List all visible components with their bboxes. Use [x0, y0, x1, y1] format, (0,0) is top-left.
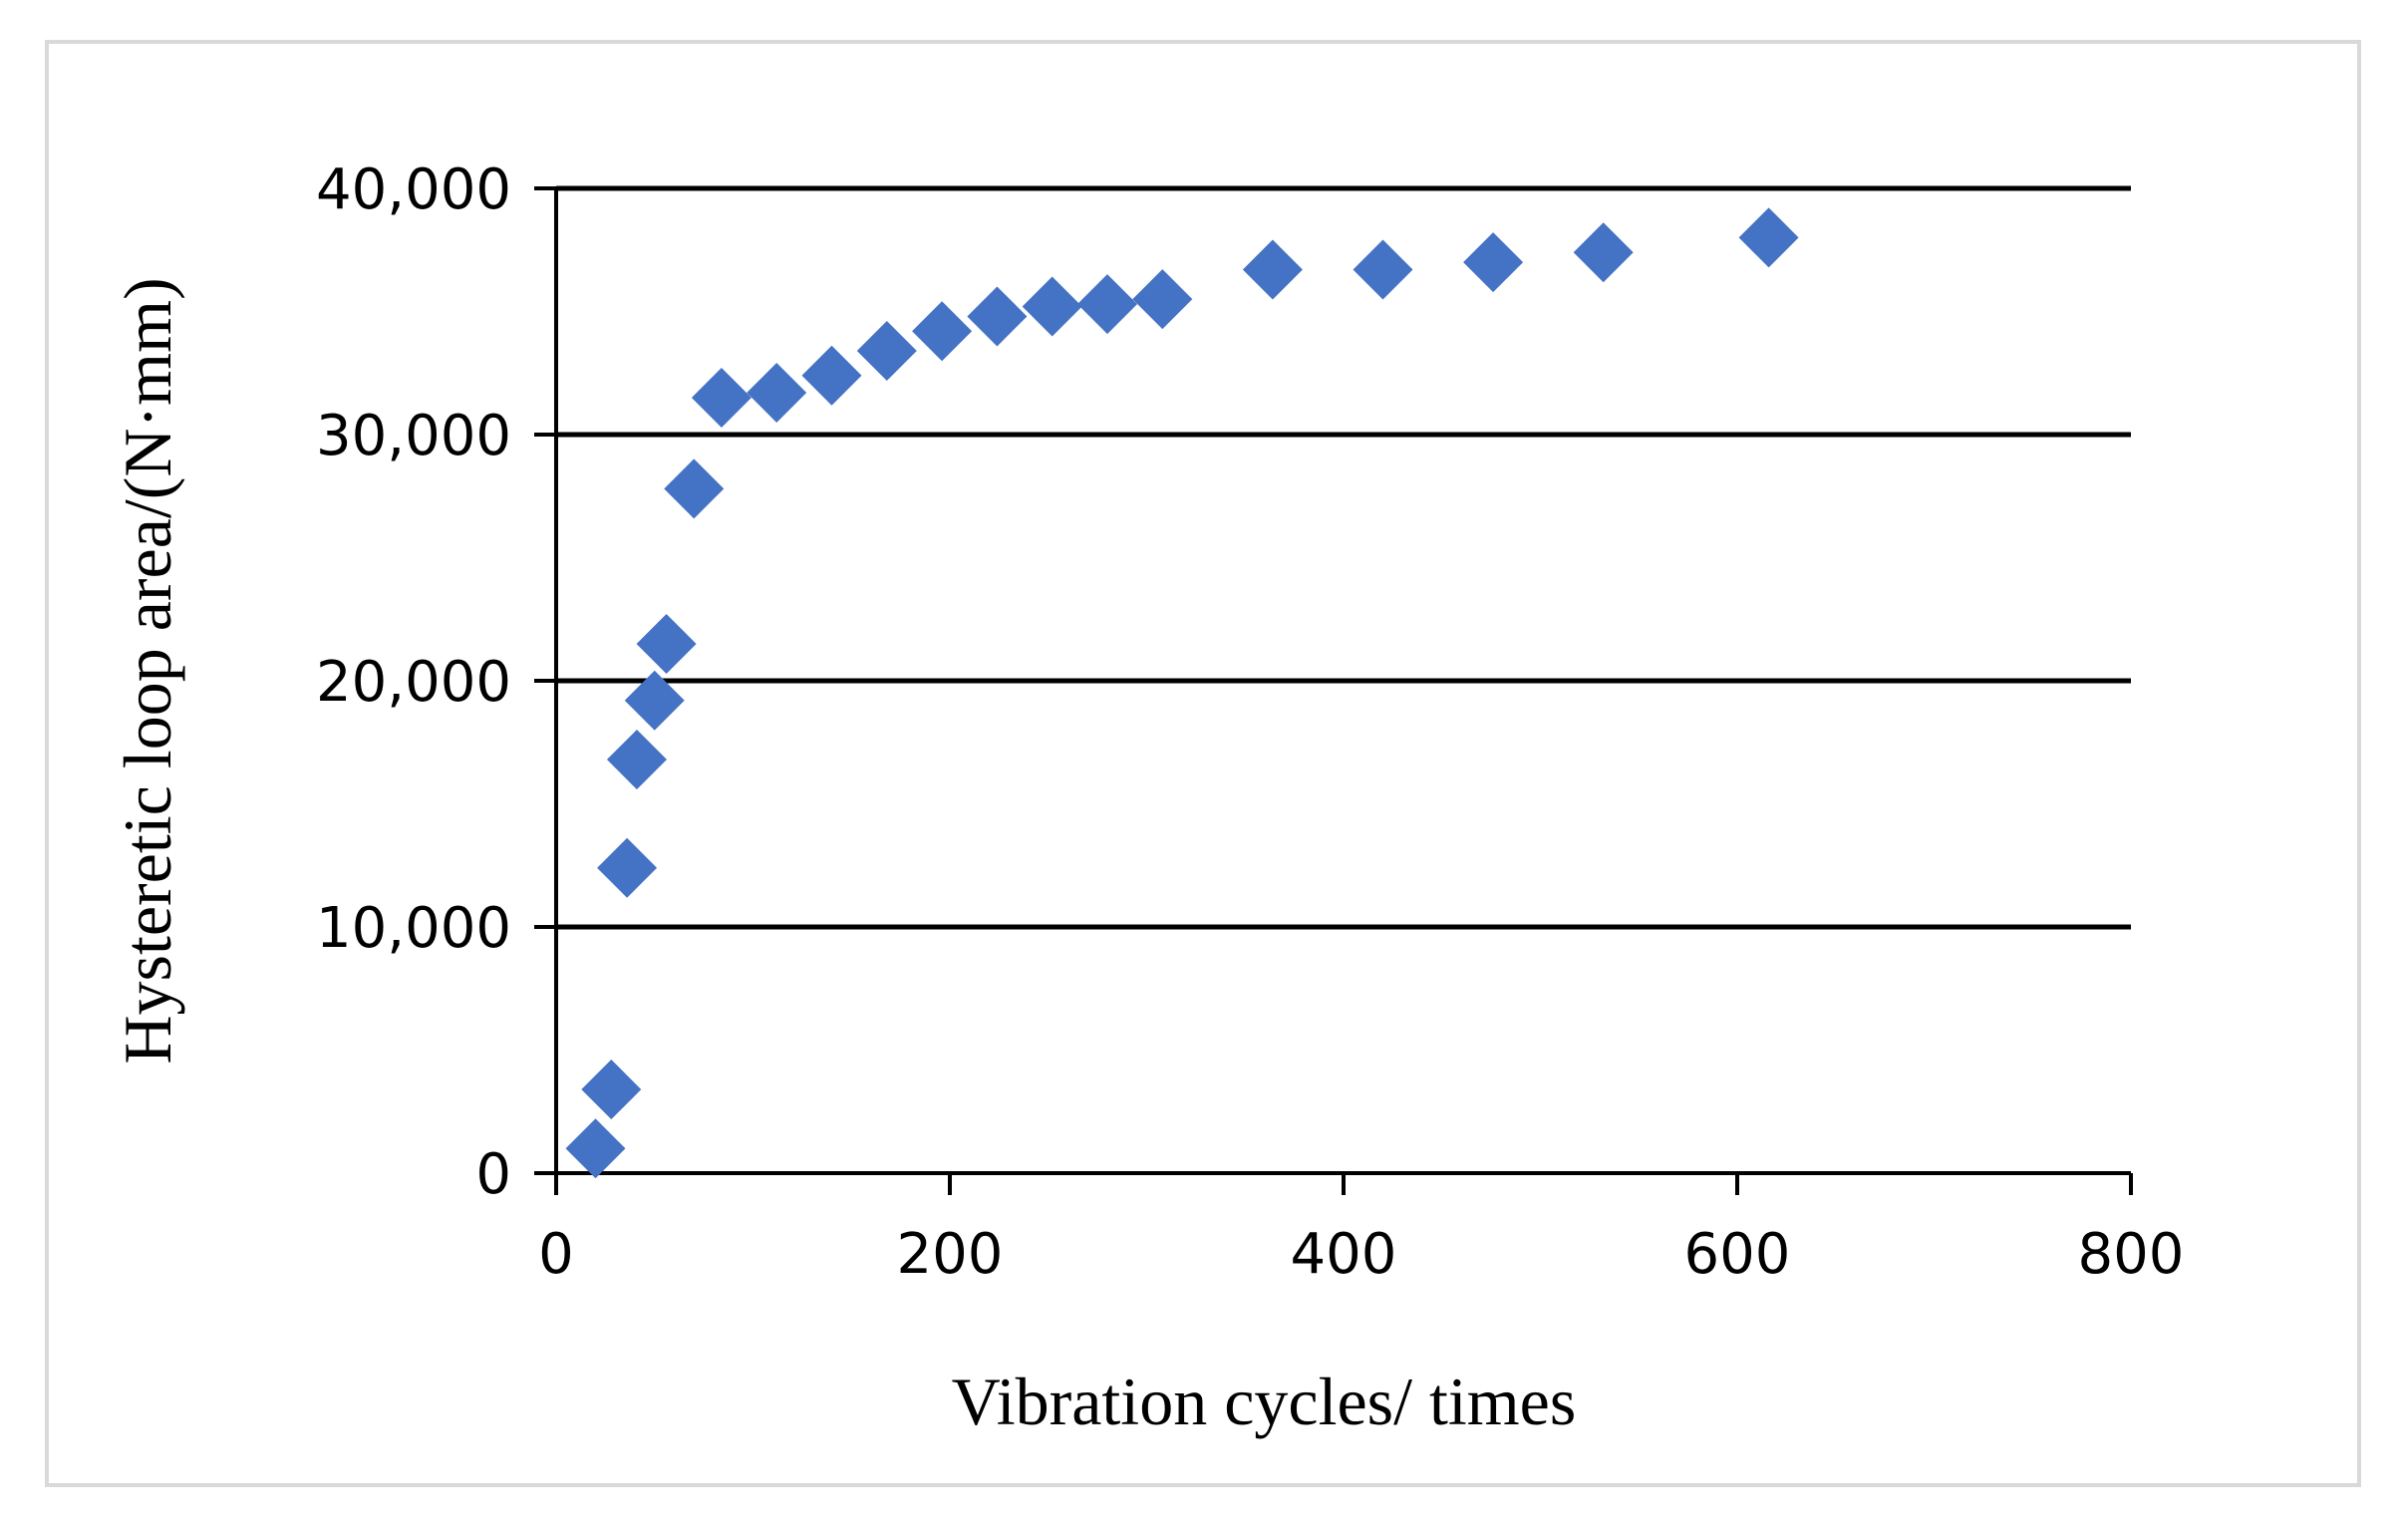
data-point-0-17	[1353, 239, 1413, 300]
data-point-0-0	[565, 1118, 626, 1179]
data-point-0-7	[691, 367, 752, 428]
y-tick-label-4: 40,000	[316, 157, 511, 222]
data-point-0-19	[1573, 222, 1634, 283]
x-tick-label-4: 800	[2078, 1222, 2185, 1287]
y-tick-label-0: 0	[475, 1142, 511, 1207]
data-point-0-10	[856, 321, 917, 382]
axes	[534, 186, 2133, 1195]
data-point-0-15	[1132, 269, 1193, 330]
chart-frame	[45, 40, 2361, 1487]
data-point-0-3	[606, 730, 667, 790]
y-tick-label-3: 30,000	[316, 404, 511, 468]
y-tick-labels: 0 10,000 20,000 30,000 40,000	[316, 157, 511, 1207]
x-tick-label-2: 400	[1291, 1222, 1397, 1287]
x-tick-labels: 0 200 400 600 800	[538, 1222, 2184, 1287]
y-axis-title: Hysteretic loop area/(N·mm)	[110, 277, 185, 1064]
x-tick-label-0: 0	[538, 1222, 574, 1287]
data-point-0-9	[801, 345, 862, 406]
data-point-0-6	[664, 458, 725, 519]
data-points	[565, 207, 1799, 1179]
y-tick-label-2: 20,000	[316, 650, 511, 715]
y-tick-label-1: 10,000	[316, 896, 511, 961]
data-point-0-13	[1022, 276, 1082, 337]
data-point-0-1	[581, 1060, 642, 1120]
x-axis-title: Vibration cycles/ times	[952, 1364, 1577, 1439]
grid-lines	[556, 185, 2131, 930]
data-point-0-20	[1738, 207, 1799, 268]
data-point-0-12	[967, 286, 1028, 347]
data-point-0-16	[1242, 239, 1303, 300]
data-point-0-5	[636, 613, 697, 674]
x-tick-label-3: 600	[1684, 1222, 1791, 1287]
data-point-0-11	[912, 301, 973, 362]
data-point-0-18	[1463, 232, 1524, 293]
data-point-0-2	[597, 837, 658, 898]
data-point-0-4	[624, 670, 685, 731]
data-point-0-8	[747, 363, 807, 424]
data-point-0-14	[1077, 274, 1137, 335]
x-tick-label-1: 200	[897, 1222, 1004, 1287]
